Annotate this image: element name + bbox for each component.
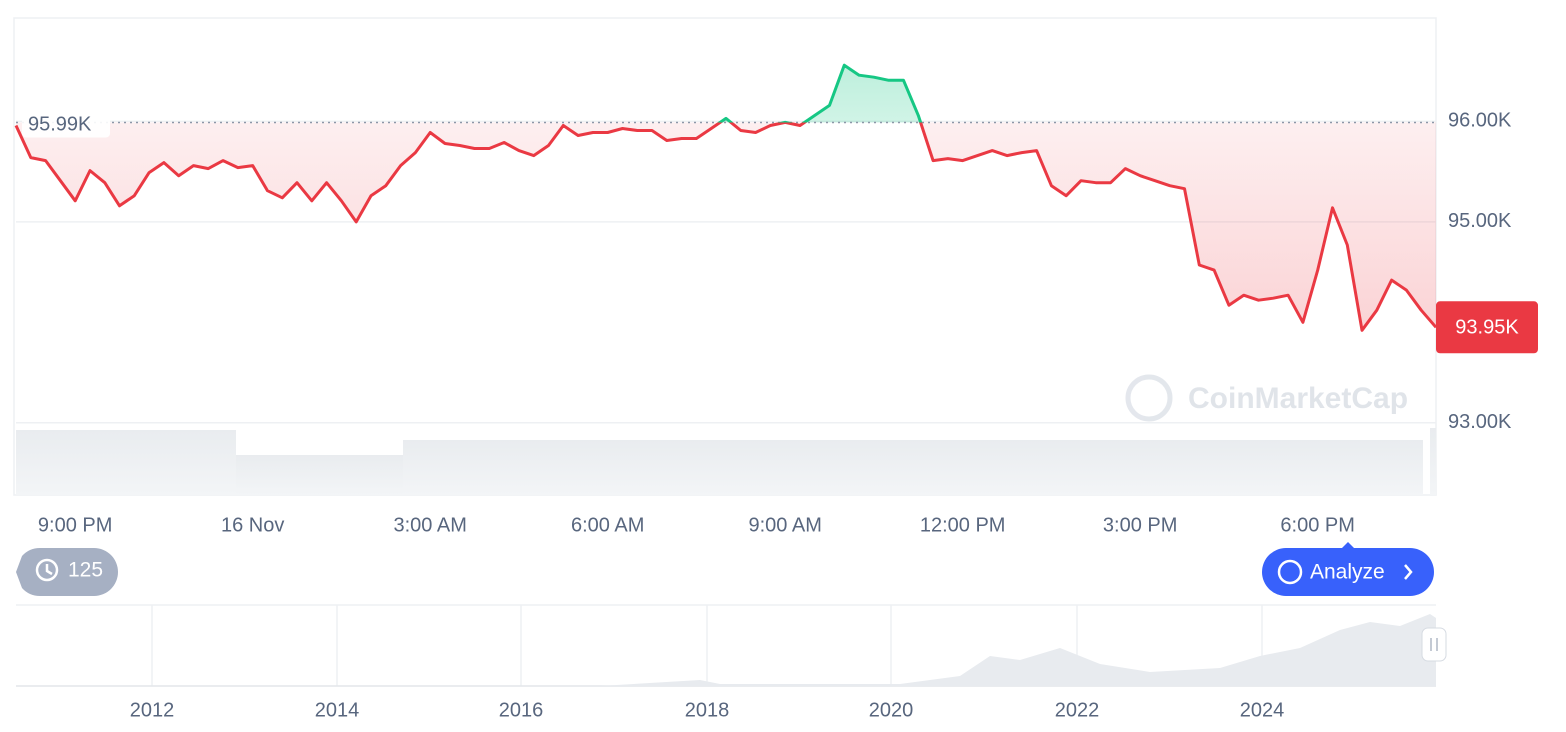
- y-tick-label: 96.00K: [1448, 110, 1512, 132]
- analyze-icon: [1277, 559, 1303, 585]
- navigator: [16, 604, 1447, 687]
- x-tick-label: 9:00 AM: [748, 514, 821, 536]
- price-line: [14, 63, 1438, 332]
- price-area: [16, 65, 1436, 331]
- analyze-chevron: [1404, 564, 1413, 580]
- y-tick-label: 95.00K: [1448, 210, 1512, 232]
- x-tick-label: 6:00 PM: [1280, 514, 1354, 536]
- volume-band: [16, 428, 1436, 495]
- navigator-tick-label: 2012: [130, 699, 175, 721]
- x-tick-label: 6:00 AM: [571, 514, 644, 536]
- watermark-text: CoinMarketCap: [1188, 382, 1408, 415]
- navigator-area: [16, 614, 1436, 686]
- navigator-tick-label: 2020: [869, 699, 914, 721]
- volume-block: [16, 430, 236, 495]
- history-icon: [35, 558, 59, 582]
- watermark-logo: [1125, 374, 1173, 422]
- x-tick-label: 12:00 PM: [920, 514, 1006, 536]
- history-badge-bg: [16, 547, 118, 597]
- analyze-button[interactable]: Analyze: [1262, 542, 1434, 596]
- history-icon-hand: [45, 564, 53, 576]
- analyze-bg: [1262, 548, 1434, 596]
- x-tick-label: 9:00 PM: [38, 514, 112, 536]
- navigator-tick-label: 2018: [685, 699, 730, 721]
- history-count: 125: [68, 559, 103, 582]
- navigator-tick-label: 2016: [499, 699, 544, 721]
- y-tick-label: 93.00K: [1448, 411, 1512, 433]
- x-tick-label: 3:00 PM: [1103, 514, 1177, 536]
- watermark: CoinMarketCap: [1125, 374, 1408, 422]
- history-badge[interactable]: 125: [16, 547, 118, 597]
- navigator-handle[interactable]: [1421, 627, 1447, 662]
- volume-block: [236, 455, 403, 495]
- baseline-label: 95.99K: [28, 114, 92, 136]
- navigator-tick-label: 2024: [1240, 699, 1285, 721]
- x-tick-label: 3:00 AM: [393, 514, 466, 536]
- x-tick-label: 16 Nov: [221, 514, 284, 536]
- last-price-label: 93.95K: [1455, 317, 1519, 339]
- navigator-tick-label: 2014: [315, 699, 360, 721]
- analyze-label: Analyze: [1310, 561, 1385, 584]
- last-price-bg: [1436, 301, 1538, 354]
- volume-block: [403, 440, 1423, 495]
- navigator-tick-label: 2022: [1055, 699, 1100, 721]
- analyze-pointer: [1342, 542, 1354, 548]
- volume-block: [1430, 428, 1436, 495]
- baseline-label-bg: [22, 107, 110, 138]
